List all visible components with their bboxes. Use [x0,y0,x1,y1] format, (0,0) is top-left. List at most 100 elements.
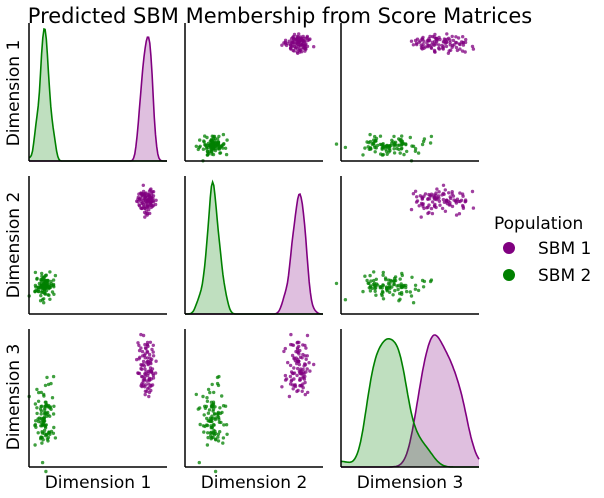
point-sbm-2 [373,283,377,288]
point-sbm-2 [392,151,397,155]
point-sbm-1 [297,362,302,367]
point-sbm-2 [35,276,39,281]
point-sbm-1 [304,357,308,361]
point-sbm-2 [53,273,58,278]
point-sbm-2 [43,383,48,388]
point-sbm-1 [454,213,459,217]
point-sbm-1 [304,42,308,46]
point-sbm-2 [206,387,211,392]
point-sbm-2 [39,409,44,413]
legend: Population SBM 1 SBM 2 [494,214,591,286]
point-sbm-1 [458,42,462,47]
point-sbm-2 [374,293,378,297]
point-sbm-2 [224,423,229,427]
point-sbm-2 [385,152,389,156]
point-sbm-1 [147,394,151,399]
point-sbm-2 [37,390,41,395]
point-sbm-2 [421,285,426,289]
point-sbm-2 [381,273,385,277]
point-sbm-1 [451,38,456,43]
point-sbm-2 [40,424,44,428]
point-sbm-1 [297,40,302,44]
point-sbm-1 [432,48,437,53]
point-sbm-2 [400,134,404,138]
point-sbm-2 [41,420,45,425]
point-sbm-1 [434,196,439,200]
point-sbm-2 [368,273,372,278]
point-sbm-2 [368,284,373,288]
point-sbm-2 [218,411,223,416]
point-sbm-1 [280,43,284,47]
point-sbm-2 [40,404,44,408]
point-sbm-2 [420,278,425,283]
point-sbm-1 [299,369,303,374]
point-sbm-2 [373,150,377,154]
point-sbm-2 [43,424,47,429]
point-sbm-2 [216,140,221,144]
point-sbm-2 [45,375,49,380]
point-sbm-2 [43,273,48,278]
point-sbm-1 [305,333,310,338]
point-sbm-1 [450,34,454,39]
point-sbm-1 [154,198,158,202]
point-sbm-2 [383,276,388,280]
point-sbm-1 [302,377,307,381]
point-sbm-1 [441,183,446,187]
legend-label-sbm-2: SBM 2 [538,266,591,286]
point-sbm-2 [50,290,55,294]
point-sbm-1 [283,38,288,42]
panel-1-1 [28,23,167,162]
point-sbm-1 [459,198,464,202]
x-axis-label-dimension-3: Dimension 3 [357,473,464,493]
point-sbm-1 [288,374,293,379]
point-sbm-2 [396,287,400,292]
point-sbm-2 [36,285,41,289]
point-sbm-1 [460,192,465,196]
point-sbm-1 [289,41,293,45]
point-sbm-1 [291,383,295,387]
point-sbm-1 [450,204,455,209]
point-sbm-1 [139,191,143,196]
point-sbm-2 [411,301,416,305]
point-sbm-1 [448,201,452,205]
point-sbm-1 [427,192,431,197]
point-sbm-1 [312,45,316,49]
point-sbm-2 [212,412,217,416]
point-sbm-1 [429,206,434,211]
point-sbm-2 [48,285,52,289]
point-sbm-1 [463,50,467,54]
point-sbm-2 [375,143,380,148]
point-sbm-1 [292,377,296,381]
point-sbm-1 [290,353,295,358]
point-sbm-1 [433,39,437,44]
point-sbm-2 [52,404,56,408]
point-sbm-1 [145,340,150,345]
point-sbm-2 [216,415,221,420]
point-sbm-2 [365,278,369,283]
point-sbm-1 [149,187,153,191]
point-sbm-2 [42,297,46,301]
point-sbm-2 [39,290,43,294]
point-sbm-2 [368,132,372,137]
point-sbm-1 [457,212,462,216]
point-sbm-1 [429,43,434,47]
point-sbm-2 [411,144,416,148]
point-sbm-2 [41,286,46,291]
point-sbm-1 [136,200,140,204]
panel-3-1 [27,329,167,474]
point-sbm-1 [289,379,293,383]
point-sbm-1 [137,348,142,353]
point-sbm-1 [289,332,293,337]
point-sbm-2 [214,438,218,442]
point-sbm-1 [141,183,145,187]
kde-sbm-2-dimension-2-fill [185,182,323,314]
point-sbm-2 [49,279,53,284]
point-sbm-2 [218,430,222,434]
point-sbm-2 [212,428,216,433]
point-sbm-1 [440,46,445,50]
point-sbm-1 [308,37,312,41]
point-sbm-1 [454,45,459,50]
point-sbm-2 [378,134,383,138]
point-sbm-1 [433,32,437,37]
